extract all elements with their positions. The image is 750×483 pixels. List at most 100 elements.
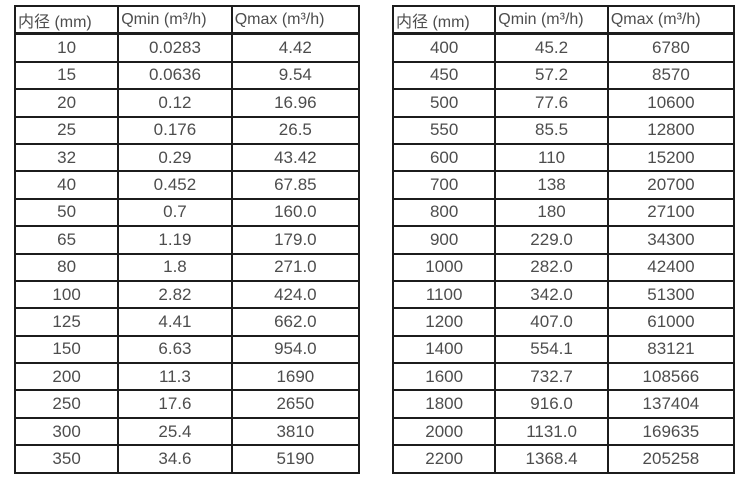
table-cell: 2000 (391, 416, 497, 447)
table-cell: 916.0 (494, 389, 609, 419)
table-cell: 1100 (391, 279, 497, 310)
column-header: Qmax (m³/h) (230, 5, 361, 36)
table-cell: 34300 (606, 225, 736, 255)
table-cell: 15200 (606, 142, 736, 173)
table-container-small-diameters: 内径 (mm) Qmin (m³/h) Qmax (m³/h) 10 0.0283 4.… (13, 5, 361, 474)
table-cell: 2200 (391, 444, 497, 474)
table-row: 80 1.8 271.0 (13, 252, 361, 282)
table-cell: 27100 (606, 197, 736, 228)
table-cell: 83121 (606, 334, 736, 365)
table-header: 内径 (mm) Qmin (m³/h) Qmax (m³/h) (13, 5, 361, 36)
header-row: 内径 (mm) Qmin (m³/h) Qmax (m³/h) (391, 5, 736, 36)
table-cell: 43.42 (230, 142, 361, 173)
table-cell: 15 (13, 60, 120, 91)
table-cell: 3810 (230, 416, 361, 447)
table-cell: 67.85 (230, 170, 361, 200)
table-cell: 1400 (391, 334, 497, 365)
table-cell: 180 (494, 197, 609, 228)
table-row: 125 4.41 662.0 (13, 307, 361, 337)
table-cell: 205258 (606, 444, 736, 474)
table-cell: 300 (13, 416, 120, 447)
table-cell: 108566 (606, 362, 736, 392)
table-cell: 1131.0 (494, 416, 609, 447)
table-cell: 600 (391, 142, 497, 173)
table-cell: 0.176 (117, 115, 233, 145)
table-cell: 700 (391, 170, 497, 200)
table-cell: 229.0 (494, 225, 609, 255)
column-header: 内径 (mm) (13, 5, 120, 36)
column-header: Qmax (m³/h) (606, 5, 736, 36)
table-cell: 1.19 (117, 225, 233, 255)
table-row: 700 138 20700 (391, 170, 736, 200)
table-cell: 50 (13, 197, 120, 228)
table-cell: 10 (13, 32, 120, 63)
table-cell: 160.0 (230, 197, 361, 228)
table-cell: 954.0 (230, 334, 361, 365)
table-cell: 125 (13, 307, 120, 337)
table-cell: 4.41 (117, 307, 233, 337)
table-cell: 0.452 (117, 170, 233, 200)
table-cell: 0.29 (117, 142, 233, 173)
table-body: 400 45.2 6780 450 57.2 8570 500 77.6 10600 550 85.… (391, 32, 736, 474)
table-row: 350 34.6 5190 (13, 444, 361, 474)
table-cell: 1000 (391, 252, 497, 282)
table-cell: 800 (391, 197, 497, 228)
table-cell: 9.54 (230, 60, 361, 91)
table-cell: 65 (13, 225, 120, 255)
table-row: 450 57.2 8570 (391, 60, 736, 91)
table-row: 65 1.19 179.0 (13, 225, 361, 255)
table-cell: 12800 (606, 115, 736, 145)
table-cell: 200 (13, 362, 120, 392)
table-cell: 662.0 (230, 307, 361, 337)
table-row: 100 2.82 424.0 (13, 279, 361, 310)
table-row: 25 0.176 26.5 (13, 115, 361, 145)
flow-rate-table-large-diameters: 内径 (mm) Qmin (m³/h) Qmax (m³/h) 400 45.2 678… (391, 5, 736, 474)
table-cell: 150 (13, 334, 120, 365)
table-cell: 0.7 (117, 197, 233, 228)
table-cell: 732.7 (494, 362, 609, 392)
header-row: 内径 (mm) Qmin (m³/h) Qmax (m³/h) (13, 5, 361, 36)
table-cell: 0.0636 (117, 60, 233, 91)
table-cell: 61000 (606, 307, 736, 337)
table-cell: 1200 (391, 307, 497, 337)
table-cell: 77.6 (494, 88, 609, 118)
table-cell: 407.0 (494, 307, 609, 337)
table-row: 300 25.4 3810 (13, 416, 361, 447)
table-row: 800 180 27100 (391, 197, 736, 228)
table-cell: 137404 (606, 389, 736, 419)
table-row: 550 85.5 12800 (391, 115, 736, 145)
table-container-large-diameters: 内径 (mm) Qmin (m³/h) Qmax (m³/h) 400 45.2 678… (391, 5, 736, 474)
table-row: 150 6.63 954.0 (13, 334, 361, 365)
table-cell: 80 (13, 252, 120, 282)
table-row: 600 110 15200 (391, 142, 736, 173)
table-row: 50 0.7 160.0 (13, 197, 361, 228)
table-row: 1000 282.0 42400 (391, 252, 736, 282)
table-cell: 554.1 (494, 334, 609, 365)
column-header: Qmin (m³/h) (494, 5, 609, 36)
table-cell: 550 (391, 115, 497, 145)
table-row: 2200 1368.4 205258 (391, 444, 736, 474)
table-row: 20 0.12 16.96 (13, 88, 361, 118)
table-cell: 169635 (606, 416, 736, 447)
table-cell: 350 (13, 444, 120, 474)
table-cell: 57.2 (494, 60, 609, 91)
table-cell: 1368.4 (494, 444, 609, 474)
table-row: 900 229.0 34300 (391, 225, 736, 255)
table-cell: 6.63 (117, 334, 233, 365)
table-cell: 100 (13, 279, 120, 310)
table-cell: 1600 (391, 362, 497, 392)
table-cell: 45.2 (494, 32, 609, 63)
table-cell: 0.12 (117, 88, 233, 118)
table-cell: 1800 (391, 389, 497, 419)
table-cell: 25 (13, 115, 120, 145)
table-cell: 20 (13, 88, 120, 118)
table-cell: 85.5 (494, 115, 609, 145)
table-cell: 1690 (230, 362, 361, 392)
table-cell: 17.6 (117, 389, 233, 419)
flow-rate-table-small-diameters: 内径 (mm) Qmin (m³/h) Qmax (m³/h) 10 0.0283 4.… (13, 5, 361, 474)
table-row: 400 45.2 6780 (391, 32, 736, 63)
table-cell: 2.82 (117, 279, 233, 310)
table-cell: 25.4 (117, 416, 233, 447)
table-cell: 11.3 (117, 362, 233, 392)
table-header: 内径 (mm) Qmin (m³/h) Qmax (m³/h) (391, 5, 736, 36)
